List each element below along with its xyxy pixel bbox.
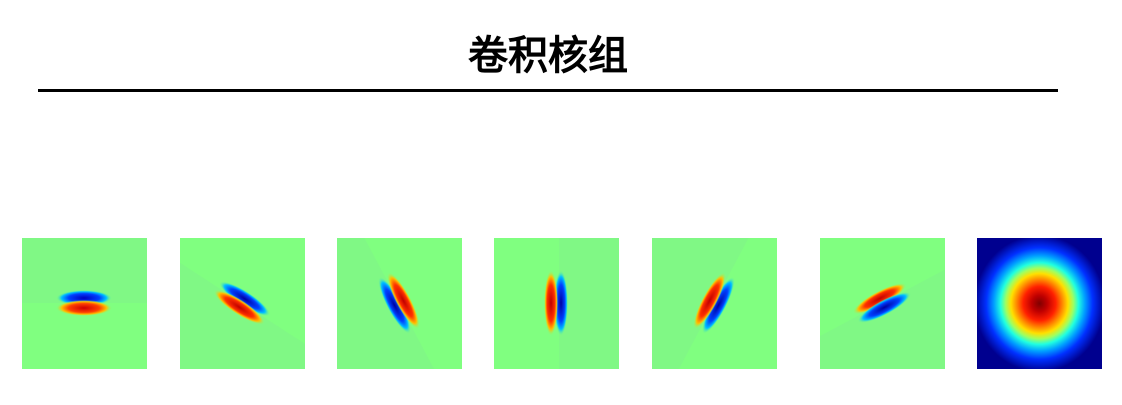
title-underline — [38, 89, 1058, 92]
kernel-1-horizontal — [22, 238, 147, 369]
kernel-6-oriented — [820, 238, 945, 369]
kernel-4-vertical — [494, 238, 619, 369]
kernel-5-oriented — [652, 238, 777, 369]
kernel-7-gaussian — [977, 238, 1102, 369]
kernel-2-oriented — [180, 238, 305, 369]
kernel-3-oriented — [337, 238, 462, 369]
page-title: 卷积核组 — [468, 33, 628, 79]
